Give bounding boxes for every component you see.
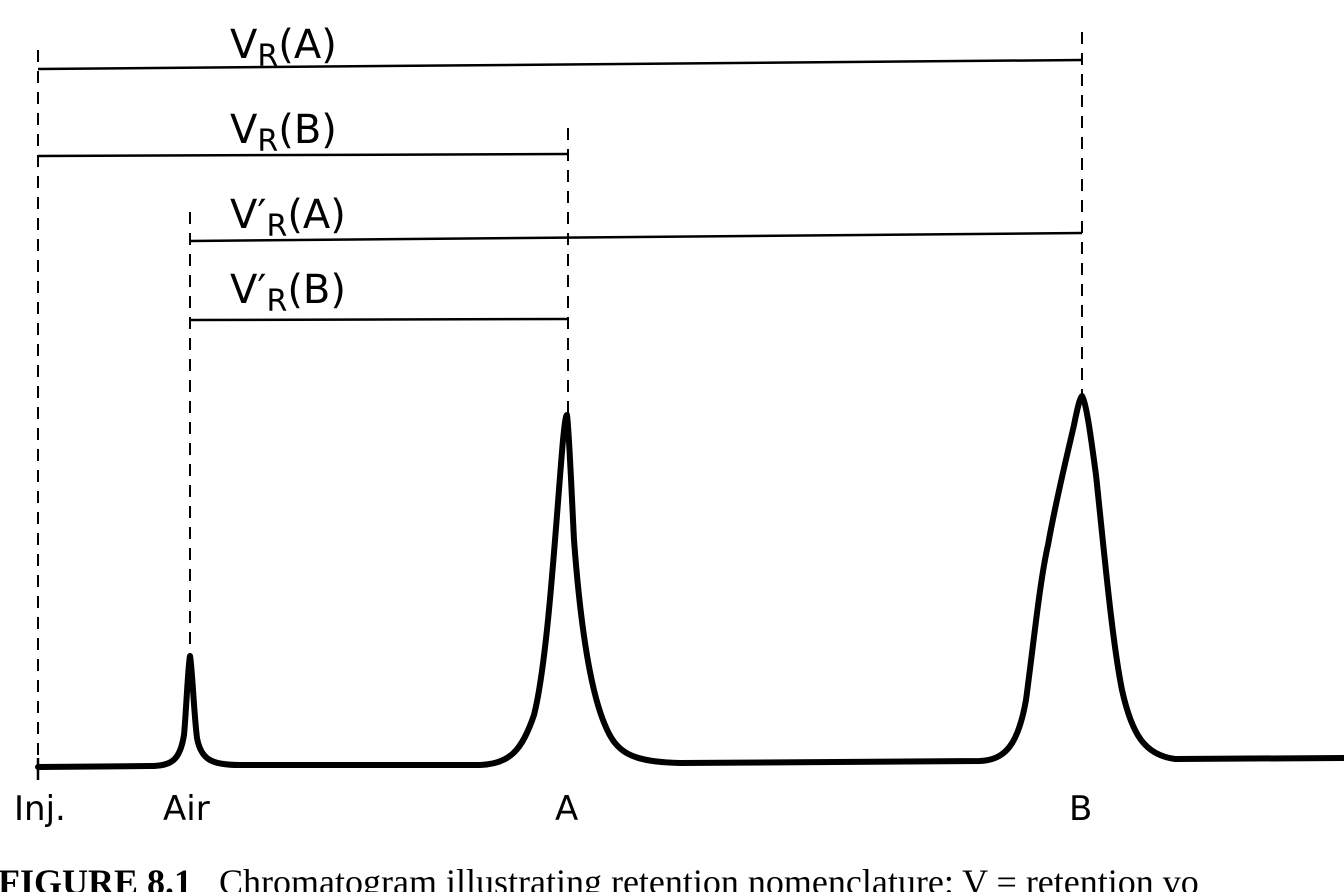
caption-text: Chromatogram illustrating retention nome… xyxy=(219,862,1199,892)
range-label-vr-b: VR(B) xyxy=(230,107,337,159)
b-label: B xyxy=(1069,789,1092,829)
a-label: A xyxy=(555,789,578,829)
range-label-vr-a: VR(A) xyxy=(230,22,337,74)
range-line-vpr-b xyxy=(189,317,569,322)
air-label: Air xyxy=(163,789,210,829)
range-label-vpr-a: V′R(A) xyxy=(230,192,346,244)
caption-label: FIGURE 8.1 xyxy=(0,862,193,892)
chromatogram-trace xyxy=(35,393,1344,770)
inj-label: Inj. xyxy=(14,789,66,829)
range-line-vr-a xyxy=(37,58,1083,71)
range-line-vr-b xyxy=(37,152,569,158)
guide-lines xyxy=(37,32,1083,768)
range-line-vpr-a xyxy=(189,231,1083,243)
range-lines xyxy=(37,58,1083,322)
range-label-vpr-b: V′R(B) xyxy=(230,267,346,319)
figure-caption: FIGURE 8.1 Chromatogram illustrating ret… xyxy=(0,862,1344,892)
